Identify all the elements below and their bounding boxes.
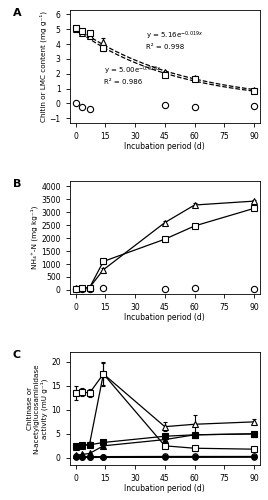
X-axis label: Incubation period (d): Incubation period (d) — [124, 313, 205, 322]
Text: R² = 0.998: R² = 0.998 — [146, 44, 184, 51]
X-axis label: Incubation period (d): Incubation period (d) — [124, 484, 205, 494]
Text: C: C — [13, 350, 21, 360]
Text: y = 5.00e$^{-0.020x}$: y = 5.00e$^{-0.020x}$ — [104, 64, 161, 76]
Y-axis label: Chitinase or
N-acetylglucosaminidase
activity (mU g⁻¹): Chitinase or N-acetylglucosaminidase act… — [27, 364, 48, 454]
Y-axis label: NH₄⁺-N (mg kg⁻¹): NH₄⁺-N (mg kg⁻¹) — [31, 206, 38, 269]
Y-axis label: Chitin or LMC content (mg g⁻¹): Chitin or LMC content (mg g⁻¹) — [39, 11, 47, 122]
Text: y = 5.16e$^{-0.019x}$: y = 5.16e$^{-0.019x}$ — [146, 30, 203, 42]
X-axis label: Incubation period (d): Incubation period (d) — [124, 142, 205, 151]
Text: R² = 0.986: R² = 0.986 — [104, 80, 142, 86]
Text: B: B — [13, 179, 21, 189]
Text: A: A — [13, 8, 21, 18]
